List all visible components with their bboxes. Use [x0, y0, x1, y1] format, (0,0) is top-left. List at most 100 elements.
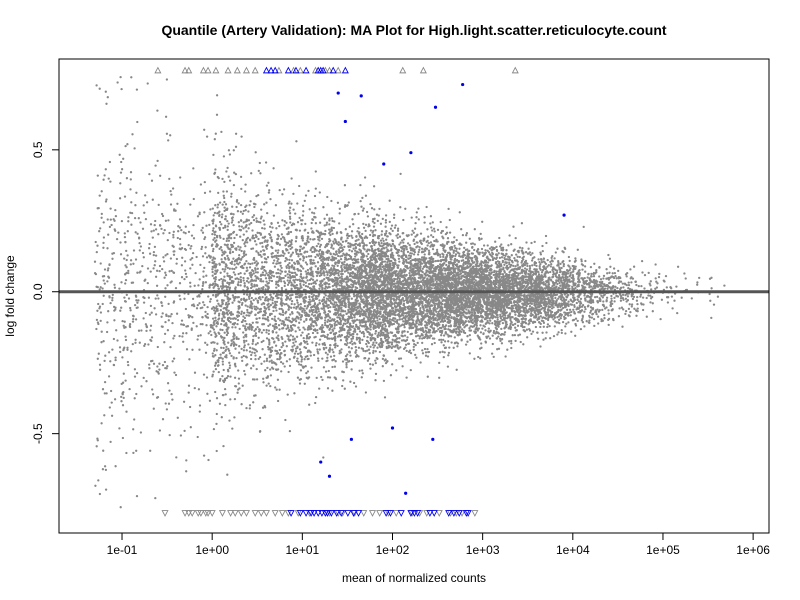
gene-point: [323, 217, 326, 220]
gene-point: [526, 336, 529, 339]
gene-point: [227, 349, 231, 352]
gene-point: [134, 338, 137, 341]
gene-point: [297, 317, 300, 320]
gene-point: [335, 232, 339, 235]
gene-point: [596, 315, 600, 318]
gene-point: [223, 331, 226, 334]
gene-point: [447, 351, 451, 355]
gene-point: [313, 212, 316, 215]
gene-point: [114, 356, 117, 359]
gene-point: [356, 230, 359, 233]
gene-point: [318, 221, 322, 224]
gene-point: [696, 283, 699, 286]
gene-point: [115, 329, 118, 332]
gene-point: [168, 270, 171, 273]
gene-point: [312, 294, 316, 297]
gene-point: [270, 274, 274, 277]
gene-point: [519, 340, 522, 344]
gene-point: [191, 316, 194, 319]
gene-point: [318, 387, 321, 390]
gene-point: [149, 270, 152, 273]
gene-point: [266, 345, 270, 349]
gene-point: [147, 343, 150, 346]
gene-point: [551, 255, 554, 258]
gene-point: [201, 231, 205, 234]
gene-point: [134, 258, 138, 261]
gene-point: [267, 382, 270, 385]
gene-point: [297, 303, 300, 307]
gene-point: [268, 354, 271, 357]
gene-point: [350, 347, 353, 350]
gene-point: [224, 349, 227, 352]
gene-point: [207, 332, 210, 335]
gene-point: [224, 403, 227, 407]
gene-point: [239, 203, 243, 207]
gene-point: [285, 221, 288, 224]
gene-point: [380, 230, 384, 233]
gene-point: [107, 375, 111, 378]
gene-point: [345, 325, 349, 328]
gene-point: [247, 210, 250, 213]
gene-point: [220, 130, 223, 134]
gene-point: [680, 296, 683, 299]
gene-point: [443, 325, 447, 328]
gene-point: [236, 391, 239, 394]
gene-point: [353, 327, 356, 330]
gene-point: [191, 348, 194, 351]
gene-point: [257, 251, 260, 255]
gene-point: [436, 319, 439, 322]
gene-point: [107, 177, 110, 180]
gene-point: [366, 335, 369, 339]
gene-point: [265, 337, 269, 340]
gene-point: [402, 238, 406, 241]
gene-point: [183, 297, 186, 300]
gene-point: [515, 253, 518, 256]
gene-point: [292, 192, 295, 196]
gene-point: [514, 326, 517, 329]
gene-point: [323, 334, 326, 338]
gene-point: [120, 160, 123, 164]
gene-point: [174, 286, 178, 290]
gene-point: [345, 263, 349, 266]
gene-point: [230, 192, 233, 195]
gene-point: [651, 310, 654, 313]
gene-point: [176, 416, 179, 419]
gene-point: [329, 355, 333, 358]
gene-point: [541, 249, 544, 253]
gene-point: [635, 314, 638, 317]
gene-point: [374, 350, 377, 353]
gene-point: [251, 321, 254, 324]
gene-point: [255, 235, 258, 239]
gene-point: [152, 267, 155, 270]
gene-point: [99, 319, 102, 323]
gene-point: [617, 315, 621, 318]
gene-point: [500, 248, 503, 252]
gene-point: [242, 315, 245, 318]
gene-point: [133, 418, 136, 421]
gene-point: [516, 263, 519, 266]
gene-point: [494, 240, 497, 243]
gene-point: [521, 247, 524, 250]
gene-point: [603, 317, 606, 320]
gene-point: [288, 212, 292, 215]
chart-title: Quantile (Artery Validation): MA Plot fo…: [161, 22, 666, 38]
gene-point: [448, 231, 452, 234]
gene-point: [318, 338, 322, 341]
gene-point: [246, 236, 250, 240]
gene-point: [632, 265, 636, 268]
gene-point: [137, 299, 140, 302]
gene-point: [510, 342, 513, 345]
gene-point: [408, 243, 411, 247]
gene-point: [424, 320, 427, 323]
gene-point: [154, 275, 158, 278]
gene-point: [227, 341, 230, 344]
gene-point: [447, 240, 450, 244]
gene-point: [193, 284, 196, 287]
gene-point: [528, 329, 532, 332]
gene-point: [310, 227, 313, 230]
gene-point: [568, 275, 571, 278]
gene-point: [120, 306, 123, 309]
gene-point: [354, 255, 357, 258]
gene-point: [157, 203, 160, 207]
gene-point: [130, 223, 133, 226]
